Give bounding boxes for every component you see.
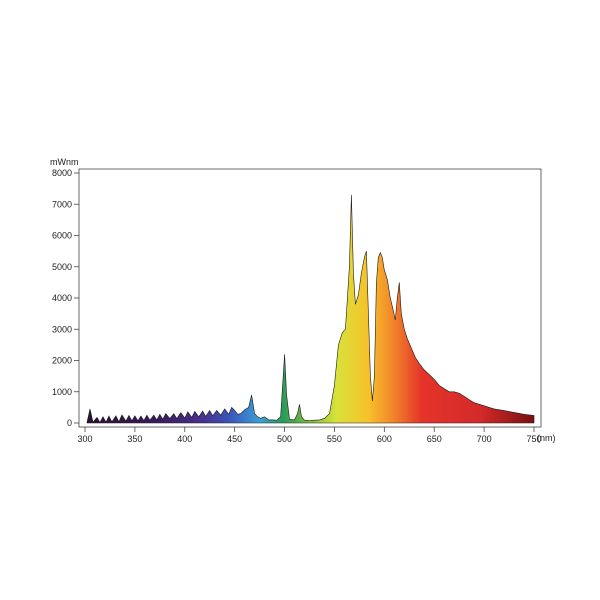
y-tick-label: 4000 xyxy=(52,293,72,303)
y-tick-label: 1000 xyxy=(52,387,72,397)
x-tick-label: 600 xyxy=(377,434,392,444)
y-axis: 0 1000 2000 3000 4000 5000 6000 7000 8000 xyxy=(52,168,79,428)
y-tick-label: 2000 xyxy=(52,356,72,366)
spectrum-series-area xyxy=(86,194,535,424)
x-tick-label: 350 xyxy=(127,434,142,444)
x-axis: 300 350 400 450 500 550 600 650 700 750 xyxy=(77,427,542,444)
y-tick-label: 8000 xyxy=(52,168,72,178)
x-tick-label: 300 xyxy=(77,434,92,444)
x-tick-label: 400 xyxy=(177,434,192,444)
x-tick-label: 650 xyxy=(427,434,442,444)
x-tick-label: 700 xyxy=(477,434,492,444)
y-axis-unit-label: mWnm xyxy=(50,157,79,167)
y-tick-label: 3000 xyxy=(52,324,72,334)
y-tick-label: 0 xyxy=(67,418,72,428)
y-tick-label: 6000 xyxy=(52,231,72,241)
y-tick-label: 5000 xyxy=(52,262,72,272)
x-axis-unit-label: (nm) xyxy=(537,433,556,443)
plot-frame xyxy=(78,168,542,428)
y-tick-label: 7000 xyxy=(52,199,72,209)
x-tick-label: 450 xyxy=(227,434,242,444)
x-tick-label: 750 xyxy=(526,434,541,444)
x-tick-label: 500 xyxy=(277,434,292,444)
x-tick-label: 550 xyxy=(327,434,342,444)
